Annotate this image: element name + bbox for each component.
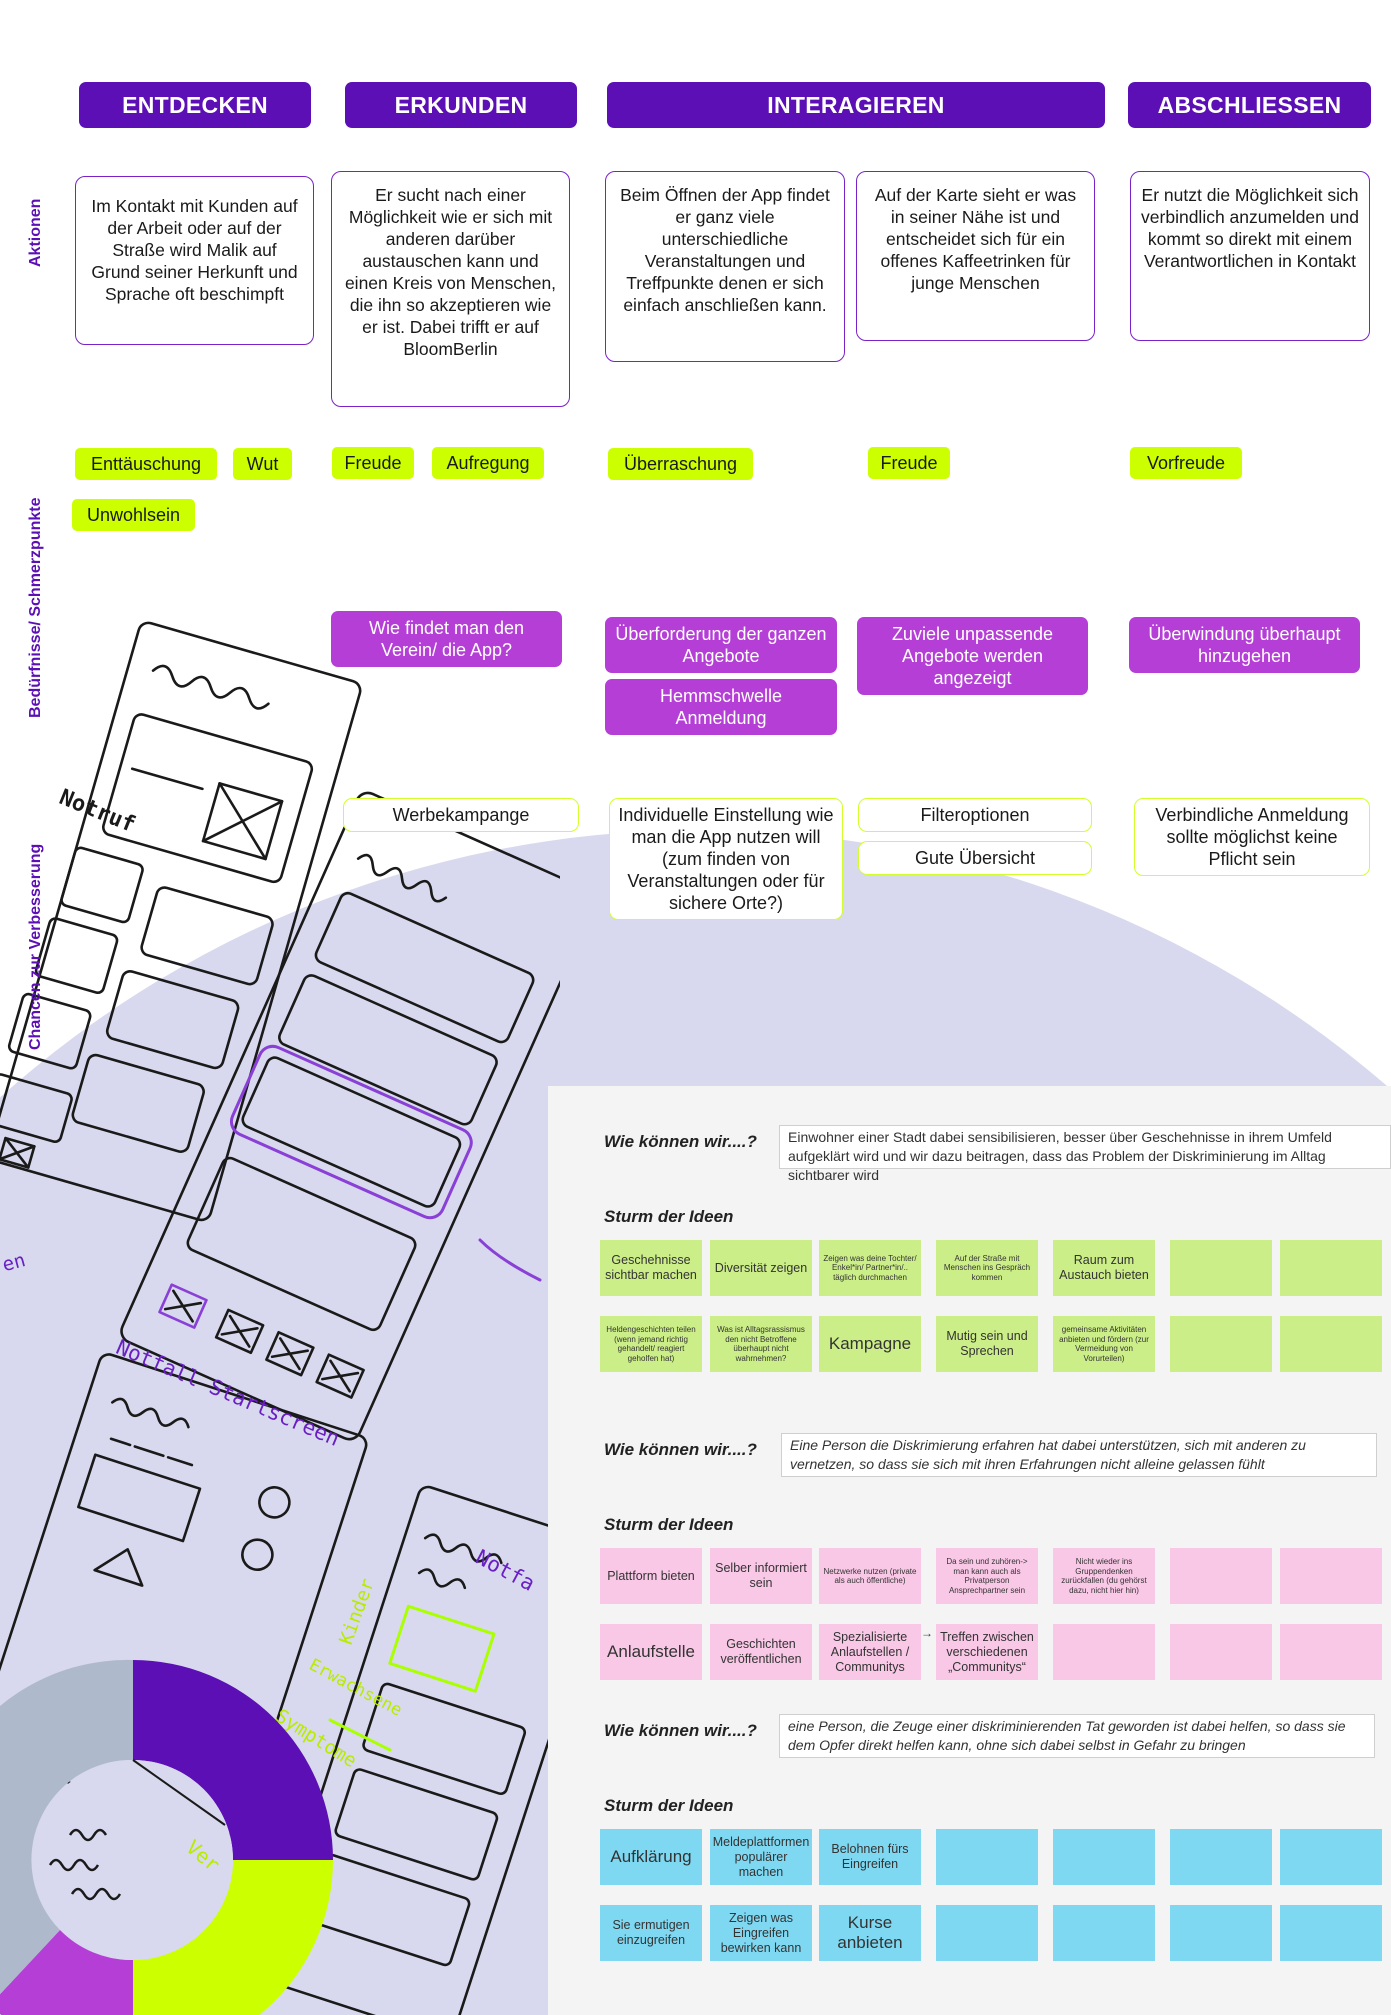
pain-card: Hemmschwelle Anmeldung: [605, 679, 837, 735]
board-ideas-label: Sturm der Ideen: [604, 1796, 734, 1815]
emotion-tag: Unwohlsein: [72, 499, 195, 531]
sticky-note: Geschichten veröffentlichen: [710, 1624, 812, 1680]
row-label-needs: Bedürfnisse/ Schmerzpunkte: [27, 497, 44, 719]
sticky-note: Geschehnisse sichtbar machen: [600, 1240, 702, 1296]
action-card: Im Kontakt mit Kunden auf der Arbeit ode…: [75, 176, 314, 345]
sticky-note: Sie ermutigen einzugreifen: [600, 1905, 702, 1961]
sticky-note: Spezialisierte Anlaufstellen / Community…: [819, 1624, 921, 1680]
sticky-note: Auf der Straße mit Menschen ins Gespräch…: [936, 1240, 1038, 1296]
sticky-note: Zeigen was Eingreifen bewirken kann: [710, 1905, 812, 1961]
sticky-note: [1170, 1316, 1272, 1372]
action-card: Er nutzt die Möglichkeit sich verbindlic…: [1130, 171, 1370, 341]
phase-erkunden: ERKUNDEN: [345, 82, 577, 128]
sketch-phone-main: [120, 791, 560, 1441]
sticky-note: Da sein und zuhören-> man kann auch als …: [936, 1548, 1038, 1604]
sticky-note: Aufklärung: [600, 1829, 702, 1885]
action-text: Auf der Karte sieht er was in seiner Näh…: [874, 185, 1077, 293]
sticky-note: [936, 1829, 1038, 1885]
board-question-text: eine Person, die Zeuge einer diskriminie…: [779, 1714, 1375, 1758]
sticky-note: Anlaufstelle: [600, 1624, 702, 1680]
sticky-note: [1170, 1905, 1272, 1961]
board-question: Wie können wir....?: [604, 1440, 757, 1459]
board-question-text: Einwohner einer Stadt dabei sensibilisie…: [779, 1125, 1391, 1183]
sticky-note: Netzwerke nutzen (private als auch öffen…: [819, 1548, 921, 1604]
action-card: Er sucht nach einer Möglichkeit wie er s…: [331, 171, 570, 407]
sticky-note: Kurse anbieten: [819, 1905, 921, 1961]
emotion-tag: Freude: [868, 447, 950, 479]
sticky-note: Raum zum Austauch bieten: [1053, 1240, 1155, 1296]
sticky-note: [1280, 1829, 1382, 1885]
sticky-note: [1170, 1829, 1272, 1885]
pain-card: Wie findet man den Verein/ die App?: [331, 611, 562, 667]
chance-card: Individuelle Einstellung wie man die App…: [609, 798, 843, 920]
board-ideas-label: Sturm der Ideen: [604, 1207, 734, 1226]
board-ideas-label: Sturm der Ideen: [604, 1515, 734, 1534]
sticky-note: [1053, 1829, 1155, 1885]
sketch-phone-left: [0, 621, 362, 1222]
sticky-note: [1280, 1905, 1382, 1961]
action-card: Auf der Karte sieht er was in seiner Näh…: [856, 171, 1095, 341]
phase-entdecken: ENTDECKEN: [79, 82, 311, 128]
sticky-note: [1053, 1624, 1155, 1680]
sticky-note: Heldengeschichten teilen (wenn jemand ri…: [600, 1316, 702, 1372]
row-label-chances: Chancen zur Verbesserung: [27, 843, 44, 1050]
sticky-note: Plattform bieten: [600, 1548, 702, 1604]
emotion-tag: Freude: [332, 447, 414, 479]
sticky-note: Diversität zeigen: [710, 1240, 812, 1296]
sticky-note: gemeinsame Aktivitäten anbieten und förd…: [1053, 1316, 1155, 1372]
sticky-note: [1280, 1548, 1382, 1604]
pain-card: Überforderung der ganzen Angebote: [605, 617, 837, 673]
sticky-note: Kampagne: [819, 1316, 921, 1372]
emotion-tag: Überraschung: [608, 448, 753, 480]
chance-card: Gute Übersicht: [858, 841, 1092, 875]
board-question-text: Eine Person die Diskrimierung erfahren h…: [781, 1433, 1377, 1477]
chance-card: Werbekampange: [343, 798, 579, 832]
action-text: Im Kontakt mit Kunden auf der Arbeit ode…: [91, 196, 298, 304]
sticky-note: Belohnen fürs Eingreifen: [819, 1829, 921, 1885]
sticky-note: [1280, 1316, 1382, 1372]
emotion-tag: Vorfreude: [1130, 447, 1242, 479]
wireframe-sketch: [0, 621, 560, 2015]
emotion-tag: Aufregung: [432, 447, 544, 479]
sticky-note: [1280, 1624, 1382, 1680]
board-question: Wie können wir....?: [604, 1132, 757, 1151]
emotion-tag: Wut: [233, 448, 292, 480]
emotion-tag: Enttäuschung: [75, 448, 217, 480]
action-text: Beim Öffnen der App findet er ganz viele…: [620, 185, 830, 315]
sticky-note: [1170, 1240, 1272, 1296]
sticky-note: Mutig sein und Sprechen: [936, 1316, 1038, 1372]
pain-card: Überwindung überhaupt hinzugehen: [1129, 617, 1360, 673]
sticky-note: Selber informiert sein: [710, 1548, 812, 1604]
action-text: Er nutzt die Möglichkeit sich verbindlic…: [1141, 185, 1359, 271]
sticky-note: Was ist Alltagsrassismus den nicht Betro…: [710, 1316, 812, 1372]
board-question: Wie können wir....?: [604, 1721, 757, 1740]
chance-card: Verbindliche Anmeldung sollte möglichst …: [1134, 798, 1370, 876]
sticky-note: Treffen zwischen verschiedenen „Communit…: [936, 1624, 1038, 1680]
action-card: Beim Öffnen der App findet er ganz viele…: [605, 171, 845, 362]
sticky-note: [1280, 1240, 1382, 1296]
chance-card: Filteroptionen: [858, 798, 1092, 832]
sticky-note: Nicht wieder ins Gruppendenken zurückfal…: [1053, 1548, 1155, 1604]
phase-interagieren: INTERAGIEREN: [607, 82, 1105, 128]
sticky-note: [1170, 1624, 1272, 1680]
row-label-actions: Aktionen: [27, 198, 44, 267]
sticky-note: Zeigen was deine Tochter/ Enkel*in/ Part…: [819, 1240, 921, 1296]
sticky-note: [1053, 1905, 1155, 1961]
sticky-note: [1170, 1548, 1272, 1604]
arrow-icon: →: [921, 1626, 933, 1640]
sticky-note: [936, 1905, 1038, 1961]
sticky-note: Meldeplattformen populärer machen: [710, 1829, 812, 1885]
action-text: Er sucht nach einer Möglichkeit wie er s…: [344, 185, 557, 359]
donut-graphic: [0, 1659, 333, 2015]
phase-abschliessen: ABSCHLIESSEN: [1128, 82, 1371, 128]
pain-card: Zuviele unpassende Angebote werden angez…: [857, 617, 1088, 695]
